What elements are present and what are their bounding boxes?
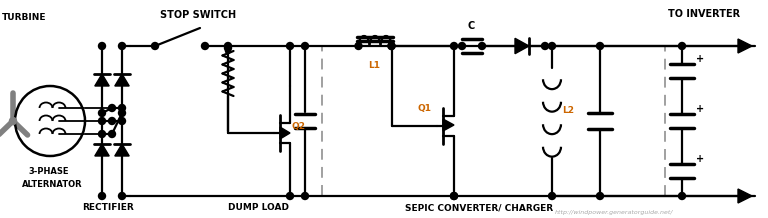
Polygon shape: [443, 119, 454, 131]
Circle shape: [451, 192, 458, 199]
Text: RECTIFIER: RECTIFIER: [82, 203, 134, 212]
Text: TO INVERTER: TO INVERTER: [668, 9, 740, 19]
Text: +: +: [696, 54, 704, 64]
Polygon shape: [738, 189, 752, 203]
Text: 3-PHASE: 3-PHASE: [28, 167, 68, 176]
Circle shape: [226, 48, 230, 53]
Circle shape: [302, 192, 309, 199]
Circle shape: [478, 43, 485, 49]
Circle shape: [118, 118, 125, 124]
Polygon shape: [280, 127, 290, 139]
Circle shape: [597, 43, 604, 49]
Text: Q2: Q2: [292, 122, 306, 131]
Circle shape: [118, 104, 125, 111]
Polygon shape: [114, 74, 129, 86]
Circle shape: [302, 43, 309, 49]
Circle shape: [451, 192, 458, 199]
Circle shape: [597, 192, 604, 199]
Circle shape: [118, 192, 125, 199]
Polygon shape: [94, 74, 109, 86]
Circle shape: [151, 43, 158, 49]
Polygon shape: [738, 39, 752, 53]
Circle shape: [98, 118, 105, 124]
Circle shape: [118, 43, 125, 49]
Circle shape: [286, 192, 293, 199]
Text: ALTERNATOR: ALTERNATOR: [22, 180, 83, 189]
Circle shape: [9, 118, 16, 124]
Text: TURBINE: TURBINE: [2, 13, 47, 22]
Circle shape: [224, 43, 231, 49]
Circle shape: [98, 109, 105, 116]
Text: STOP SWITCH: STOP SWITCH: [160, 10, 236, 20]
Polygon shape: [515, 38, 529, 54]
Circle shape: [98, 192, 105, 199]
Text: C: C: [468, 21, 475, 31]
Circle shape: [118, 109, 125, 116]
Circle shape: [108, 131, 115, 138]
Circle shape: [678, 43, 686, 49]
Text: L1: L1: [368, 61, 380, 70]
Circle shape: [541, 43, 548, 49]
Circle shape: [224, 44, 231, 51]
Circle shape: [451, 43, 458, 49]
Text: http://windpower.generatorguide.net/: http://windpower.generatorguide.net/: [555, 210, 674, 215]
Circle shape: [108, 104, 115, 111]
Text: L2: L2: [562, 106, 574, 115]
Circle shape: [678, 192, 686, 199]
Text: +: +: [696, 104, 704, 114]
Circle shape: [388, 43, 395, 49]
Circle shape: [98, 43, 105, 49]
Polygon shape: [114, 144, 129, 156]
Circle shape: [548, 43, 555, 49]
Text: DUMP LOAD: DUMP LOAD: [228, 203, 289, 212]
Text: Q1: Q1: [418, 104, 432, 113]
Circle shape: [458, 43, 465, 49]
Bar: [322, 46, 665, 196]
Circle shape: [355, 43, 362, 49]
Circle shape: [388, 43, 395, 49]
Circle shape: [98, 131, 105, 138]
Polygon shape: [94, 144, 109, 156]
Circle shape: [548, 192, 555, 199]
Circle shape: [201, 43, 208, 49]
Text: SEPIC CONVERTER/ CHARGER: SEPIC CONVERTER/ CHARGER: [405, 203, 553, 212]
Text: +: +: [696, 154, 704, 164]
Circle shape: [286, 43, 293, 49]
Circle shape: [108, 118, 115, 124]
